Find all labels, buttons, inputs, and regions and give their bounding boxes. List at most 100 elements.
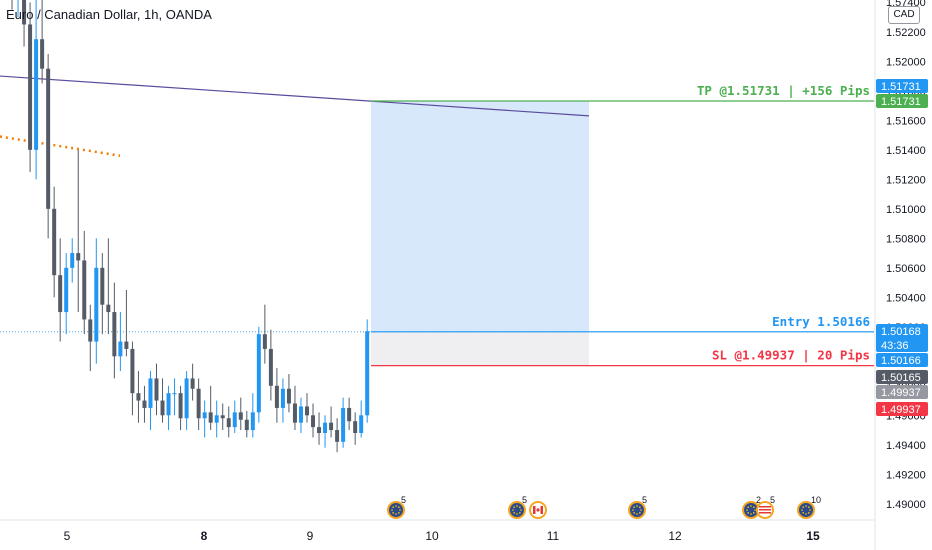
eu-flag-star	[801, 509, 803, 511]
y-tick-label: 1.50800	[886, 233, 926, 245]
ca-flag-band	[540, 506, 543, 514]
candle-body	[226, 418, 231, 428]
candle-body	[28, 24, 33, 150]
y-tick-label: 1.49200	[886, 469, 926, 481]
eu-flag-star	[636, 505, 638, 507]
eu-flag-star	[516, 505, 518, 507]
candle-body	[353, 421, 358, 434]
x-tick-label: 11	[547, 529, 560, 543]
y-tick-label: 1.51600	[886, 115, 926, 127]
eu-flag-star	[632, 509, 634, 511]
y-tick-label: 1.51000	[886, 204, 926, 216]
candle-body	[178, 393, 183, 419]
eu-flag-star	[746, 509, 748, 511]
candle-body	[238, 412, 243, 420]
price-tag-countdown: 43:36	[881, 340, 909, 352]
x-tick-label: 8	[201, 529, 208, 543]
eu-flag-star	[805, 505, 807, 507]
candle-body	[323, 422, 328, 434]
candle-body	[82, 260, 87, 320]
eu-flag-star	[750, 505, 752, 507]
candle-body	[347, 407, 352, 422]
candle-body	[52, 208, 57, 276]
y-tick-label: 1.50400	[886, 292, 926, 304]
eu-flag-star	[636, 513, 638, 515]
y-tick-label: 1.52000	[886, 56, 926, 68]
sl-label: SL @1.49937 | 20 Pips	[712, 348, 870, 363]
candle-body	[244, 419, 249, 431]
eu-flag-star	[633, 506, 635, 508]
candle-body	[76, 253, 81, 261]
eu-flag-star	[750, 513, 752, 515]
candle-body	[202, 412, 207, 419]
y-tick-label: 1.51400	[886, 145, 926, 157]
event-count: 10	[811, 495, 821, 505]
y-tick-label: 1.57400	[886, 0, 926, 9]
candle-body	[100, 267, 105, 305]
candle-body	[58, 275, 63, 313]
price-tag-label: 1.49937	[881, 387, 921, 399]
candle-body	[208, 412, 213, 423]
x-tick-label: 10	[425, 529, 439, 543]
candle-body	[106, 304, 111, 313]
currency-badge[interactable]: CAD	[888, 6, 920, 24]
price-tag	[876, 324, 928, 352]
candle-body	[365, 331, 370, 416]
candle-body	[250, 412, 255, 431]
price-tag	[876, 370, 928, 384]
ca-flag-band	[533, 506, 536, 514]
price-tag-label: 1.50165	[881, 372, 921, 384]
eu-flag-star	[516, 513, 518, 515]
eu-flag-star	[398, 512, 400, 514]
eu-flag-star	[633, 512, 635, 514]
dotted-level-line	[0, 135, 121, 157]
eu-flag-star	[395, 513, 397, 515]
candle-body	[172, 393, 177, 395]
candle-body	[214, 415, 219, 423]
eu-flag-icon	[387, 501, 405, 519]
symbol-title[interactable]: Euro / Canadian Dollar, 1h, OANDA	[6, 7, 212, 22]
x-tick-label: 5	[64, 529, 71, 543]
candle-body	[274, 385, 279, 408]
candle-body	[160, 400, 165, 416]
eu-flag-icon	[797, 501, 815, 519]
candle-body	[359, 415, 364, 434]
candle-body	[329, 422, 334, 431]
eu-flag-star	[639, 506, 641, 508]
eu-flag-star	[520, 509, 522, 511]
eu-flag-star	[747, 512, 749, 514]
candle-body	[292, 403, 297, 423]
event-count: 5	[770, 495, 775, 505]
eu-flag-star	[753, 512, 755, 514]
tp-label: TP @1.51731 | +156 Pips	[697, 83, 870, 98]
candle-body	[232, 412, 237, 428]
candle-body	[166, 393, 171, 416]
candle-body	[46, 68, 51, 209]
loss-zone	[371, 331, 589, 366]
eu-flag-star	[513, 512, 515, 514]
candle-body	[64, 267, 69, 313]
candle-body	[268, 348, 273, 386]
price-tag-label: 1.51731	[881, 81, 921, 93]
candle-body	[311, 415, 316, 428]
candle-body	[280, 388, 285, 408]
price-tag-label: 1.50166	[881, 355, 921, 367]
eu-flag-star	[392, 512, 394, 514]
event-count: 2	[756, 495, 761, 505]
y-tick-label: 1.52200	[886, 27, 926, 39]
us-flag-stripe	[759, 506, 771, 508]
eu-flag-star	[753, 506, 755, 508]
y-tick-label: 1.51200	[886, 174, 926, 186]
event-count: 5	[522, 495, 527, 505]
price-tag	[876, 402, 928, 416]
candle-body	[341, 407, 346, 442]
price-tag-label: 1.51731	[881, 96, 921, 108]
candle-body	[130, 348, 135, 394]
candle-body	[142, 400, 147, 408]
eu-flag-star	[512, 509, 514, 511]
candle-body	[190, 378, 195, 389]
price-tag	[876, 94, 928, 108]
eu-flag-star	[395, 505, 397, 507]
eu-flag-icon	[508, 501, 526, 519]
